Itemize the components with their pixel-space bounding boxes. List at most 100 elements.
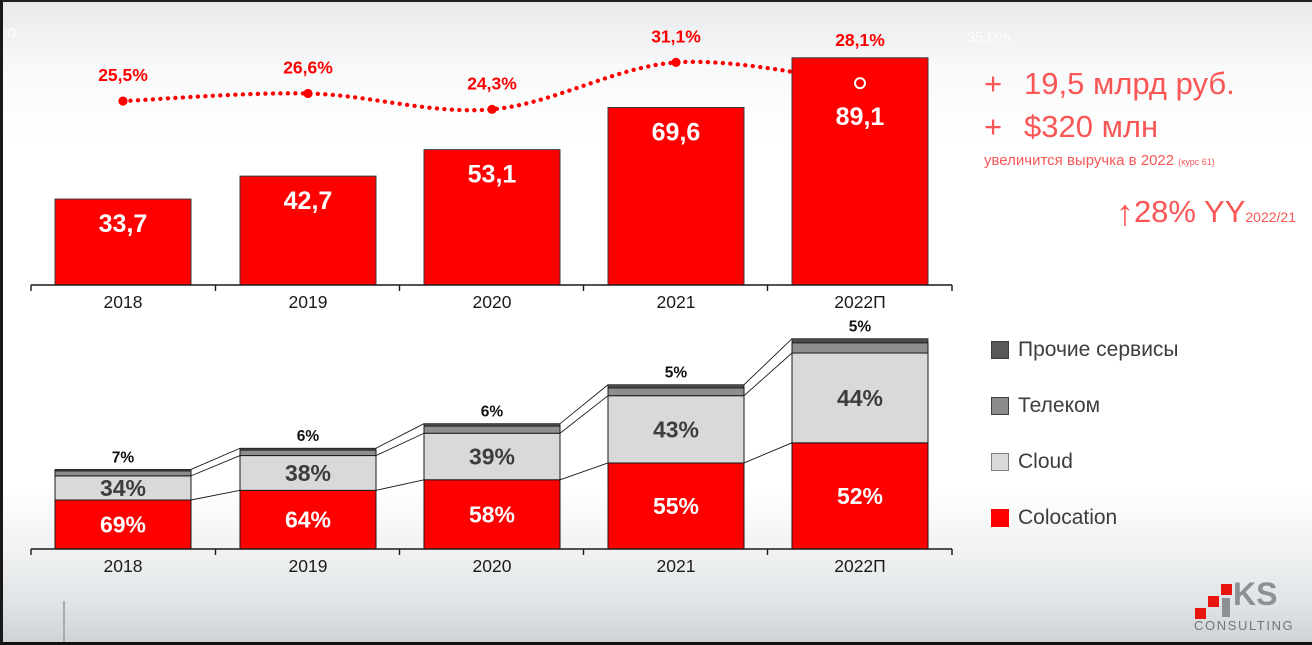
colocation-share-label: 69% (100, 512, 146, 538)
growth-value: 28% YY (1133, 194, 1246, 229)
cloud-segment-2022П (791, 352, 929, 444)
x-axis-category-label: 2022П (834, 556, 886, 576)
highlight-line-rub: +19,5 млрд руб. (984, 62, 1312, 105)
x-axis-category-label: 2018 (104, 556, 143, 576)
logo-red-square (1195, 608, 1206, 619)
segment-connector-line (190, 455, 241, 477)
market-structure-stacked-chart: 69% 34% 7% 64% 38% 6% 58% 39% 6% 55% 43% 5% 52% 44% 5%… (30, 319, 953, 576)
growth-percent-label: 31,1% (651, 26, 701, 46)
growth-percent-label: 25,5% (98, 65, 148, 85)
colocation-segment-2020 (423, 479, 561, 550)
growth-percent-label: 24,3% (467, 73, 517, 93)
highlight-line-usd: + $320 млн (984, 105, 1312, 148)
up-arrow-icon: ↑ (1115, 192, 1134, 233)
growth-point (487, 104, 497, 114)
logo-i-stem (1222, 598, 1230, 617)
revenue-bar-value-label: 53,1 (468, 161, 517, 189)
divider-line (63, 601, 65, 642)
revenue-bar-value-label: 69,6 (652, 119, 701, 147)
telecom-share-label: 5% (849, 319, 872, 336)
x-axis-category-label: 2020 (473, 292, 512, 312)
segment-connector-line (190, 489, 241, 501)
colocation-share-label: 64% (285, 507, 331, 533)
highlight-caption: увеличится выручка в 2022 (курс 61) (984, 152, 1215, 169)
colocation-segment-2022П (791, 442, 929, 550)
colocation-segment-2021 (607, 462, 745, 550)
colocation-share-label: 58% (469, 501, 515, 527)
highlight-rub-text: 19,5 млрд руб. (1024, 66, 1235, 101)
revenue-bar-value-label: 42,7 (284, 187, 333, 215)
segment-connector-line (190, 447, 241, 470)
segment-connector-line (375, 432, 425, 456)
colocation-share-label: 52% (837, 483, 883, 509)
legend-swatch (991, 397, 1009, 415)
segment-connector-line (375, 479, 425, 491)
x-axis-category-label: 2018 (104, 292, 143, 312)
revenue-bar-value-label: 89,1 (836, 103, 885, 131)
legend-item: Colocation (991, 506, 1179, 530)
iks-consulting-logo: KS CONSULTING (1194, 576, 1310, 638)
other-services-segment-2022П (791, 338, 929, 344)
segment-connector-line (743, 338, 793, 386)
legend-label: Colocation (1018, 506, 1118, 529)
logo-brand-text: KS (1233, 576, 1278, 612)
segment-connector-line (559, 395, 609, 434)
telecom-share-label: 6% (297, 428, 320, 445)
segment-connector-line (743, 442, 793, 464)
axis-remnant-right-label: 35,0% (967, 29, 1010, 46)
plus-sign: + (984, 66, 1003, 101)
legend-label: Cloud (1018, 450, 1073, 473)
legend: Прочие сервисы Телеком Cloud Colocation (991, 338, 1179, 530)
growth-dotted-line (120, 59, 863, 113)
growth-callout: ↑28% YY2022/21 (1116, 192, 1296, 234)
growth-percent-label: 28,1% (835, 30, 885, 50)
legend-item: Cloud (991, 450, 1179, 474)
legend-swatch (991, 341, 1009, 359)
x-axis-category-label: 2021 (657, 292, 696, 312)
telecom-share-label: 6% (481, 404, 504, 421)
x-axis-category-label: 2022П (834, 292, 886, 312)
x-axis-category-label: 2019 (289, 292, 328, 312)
other-services-segment-2021 (607, 384, 745, 389)
cloud-segment-2021 (607, 395, 745, 464)
segment-connector-line (375, 423, 425, 449)
cloud-share-label: 43% (653, 416, 699, 442)
cloud-segment-2020 (423, 432, 561, 481)
growth-period: 2022/21 (1245, 209, 1296, 225)
growth-percent-label: 26,6% (283, 57, 333, 77)
growth-point (118, 96, 128, 106)
legend-swatch (991, 453, 1009, 471)
x-axis-category-label: 2019 (289, 556, 328, 576)
legend-label: Прочие сервисы (1018, 338, 1179, 361)
segment-connector-line (559, 462, 609, 481)
colocation-segment-2018 (54, 499, 192, 550)
exchange-rate-note: (курс 61) (1178, 157, 1215, 167)
segment-connector-line (559, 384, 609, 425)
legend-label: Телеком (1018, 394, 1101, 417)
growth-point (671, 57, 681, 68)
revenue-bar-2018 (54, 198, 192, 286)
colocation-share-label: 55% (653, 493, 699, 519)
cloud-share-label: 34% (100, 475, 146, 501)
legend-item: Телеком (991, 394, 1179, 418)
telecom-segment-2019 (239, 449, 377, 457)
revenue-bar-value-label: 33,7 (99, 210, 148, 238)
revenue-bar-2021 (607, 107, 745, 286)
highlight-usd-text: $320 млн (1024, 109, 1159, 144)
logo-red-square (1221, 584, 1232, 595)
other-services-segment-2020 (423, 423, 561, 427)
telecom-share-label: 5% (665, 365, 688, 382)
plus-sign: + (984, 109, 1003, 144)
cloud-share-label: 44% (837, 385, 883, 411)
revenue-bar-2020 (423, 149, 561, 286)
revenue-bar-2022П (791, 57, 929, 286)
legend-swatch (991, 509, 1009, 527)
other-services-segment-2018 (54, 469, 192, 472)
telecom-share-label: 7% (112, 449, 135, 466)
growth-point-hollow (854, 77, 866, 90)
logo-red-square (1208, 596, 1219, 607)
legend-item: Прочие сервисы (991, 338, 1179, 362)
cloud-share-label: 38% (285, 460, 331, 486)
x-axis-category-label: 2021 (657, 556, 696, 576)
